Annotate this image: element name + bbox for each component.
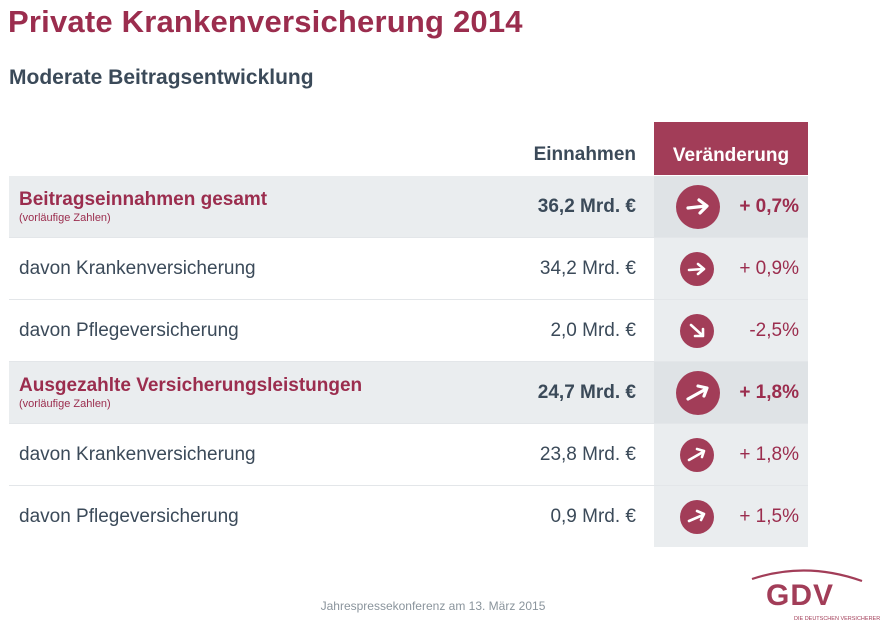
arrow-up-right-icon (680, 438, 714, 472)
row-change: + 1,5% (739, 505, 799, 527)
table-row: davon Krankenversicherung 34,2 Mrd. € + … (9, 238, 808, 300)
arrow-up-right-icon (676, 371, 720, 415)
page-subtitle: Moderate Beitragsentwicklung (9, 66, 314, 89)
table-row: davon Pflegeversicherung 0,9 Mrd. € + 1,… (9, 486, 808, 547)
row-value: 36,2 Mrd. € (537, 195, 636, 217)
column-header-change-label: Veränderung (672, 145, 790, 166)
row-note: (vorläufige Zahlen) (19, 398, 111, 410)
row-label-cell: Beitragseinnahmen gesamt (vorläufige Zah… (19, 176, 267, 237)
row-label: Beitragseinnahmen gesamt (19, 189, 268, 210)
table-row: davon Pflegeversicherung 2,0 Mrd. € -2,5… (9, 300, 808, 362)
row-change: + 0,9% (739, 257, 799, 279)
row-change: + 1,8% (739, 443, 799, 465)
row-label-cell: Ausgezahlte Versicherungsleistungen (vor… (19, 362, 362, 423)
row-label-cell: davon Krankenversicherung (19, 424, 256, 485)
row-value: 0,9 Mrd. € (550, 505, 636, 527)
page-title: Private Krankenversicherung 2014 (8, 4, 523, 39)
change-cell: + 1,8% (654, 424, 808, 485)
table-row: davon Krankenversicherung 23,8 Mrd. € + … (9, 424, 808, 486)
row-change: + 1,8% (739, 381, 799, 403)
row-label: davon Krankenversicherung (19, 443, 256, 465)
logo-tagline: DIE DEUTSCHEN VERSICHERER (794, 616, 881, 622)
row-label: davon Pflegeversicherung (19, 505, 239, 527)
gdv-logo: GDV DIE DEUTSCHEN VERSICHERER (748, 563, 880, 623)
arrow-up-right-icon (680, 500, 714, 534)
column-header-income: Einnahmen (533, 144, 636, 165)
change-cell: + 1,5% (654, 486, 808, 547)
row-label-cell: davon Pflegeversicherung (19, 486, 239, 547)
row-change: -2,5% (749, 319, 799, 341)
change-cell: -2,5% (654, 300, 808, 361)
table-row: Ausgezahlte Versicherungsleistungen (vor… (9, 362, 808, 424)
arrow-right-icon (676, 185, 720, 229)
row-label-cell: davon Pflegeversicherung (19, 300, 239, 361)
table-row: Beitragseinnahmen gesamt (vorläufige Zah… (9, 176, 808, 238)
row-value: 24,7 Mrd. € (537, 381, 636, 403)
logo-arc-icon (751, 569, 863, 583)
arrow-right-icon (680, 252, 714, 286)
change-cell: + 1,8% (654, 362, 808, 423)
row-label: davon Pflegeversicherung (19, 319, 239, 341)
column-header-change: Veränderung (654, 122, 808, 175)
row-value: 23,8 Mrd. € (539, 443, 636, 465)
data-table: Beitragseinnahmen gesamt (vorläufige Zah… (9, 176, 808, 547)
footer-text: Jahrespressekonferenz am 13. März 2015 (320, 599, 546, 613)
change-cell: + 0,9% (654, 238, 808, 299)
arrow-down-right-icon (680, 314, 714, 348)
logo-wordmark: GDV (766, 579, 835, 612)
row-label: davon Krankenversicherung (19, 257, 256, 279)
row-label-cell: davon Krankenversicherung (19, 238, 256, 299)
row-label: Ausgezahlte Versicherungsleistungen (19, 375, 363, 396)
row-value: 34,2 Mrd. € (539, 257, 636, 279)
row-note: (vorläufige Zahlen) (19, 212, 111, 224)
change-cell: + 0,7% (654, 176, 808, 237)
row-value: 2,0 Mrd. € (550, 319, 636, 341)
row-change: + 0,7% (739, 195, 799, 217)
